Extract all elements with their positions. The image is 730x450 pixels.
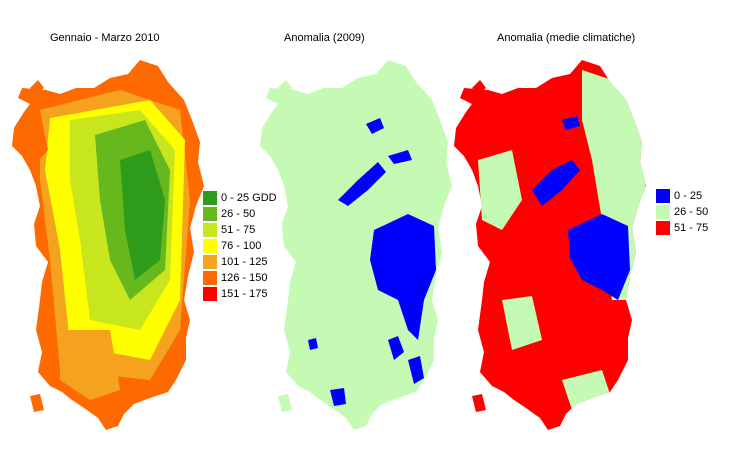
anomaly-blue-north [562,116,580,130]
legend-gdd-row-1: 26 - 50 [203,206,277,222]
small-island-nw-map3 [472,80,486,94]
anomaly-patch-w [308,338,318,350]
small-island-sw-map2 [278,394,292,412]
anomaly-patch-ne [388,150,412,164]
legend-gdd-row-3: 76 - 100 [203,238,277,254]
legend-gdd-row-2: 51 - 75 [203,222,277,238]
legend-anomaly-row-0: 0 - 25 [656,188,708,204]
anomaly-blue-central [568,214,630,300]
legend-swatch [203,223,217,237]
small-island-nw [30,80,44,94]
legend-swatch [203,287,217,301]
legend-anomaly-row-1: 26 - 50 [656,204,708,220]
legend-label: 0 - 25 [674,190,703,202]
legend-gdd: 0 - 25 GDD 26 - 50 51 - 75 76 - 100 101 … [203,190,277,302]
legend-swatch [203,255,217,269]
legend-label: 26 - 50 [674,206,709,218]
small-island-sw-map3 [472,394,486,412]
legend-swatch [656,189,670,203]
legend-swatch [203,239,217,253]
legend-swatch [203,271,217,285]
legend-gdd-row-4: 101 - 125 [203,254,277,270]
anomaly-patch-north [366,118,384,134]
gdd-south-area [60,330,120,400]
small-island-nw-map2 [278,80,292,94]
legend-swatch [203,207,217,221]
legend-label: 151 - 175 [221,288,268,300]
anomaly-green-east [582,70,646,300]
legend-gdd-row-0: 0 - 25 GDD [203,190,277,206]
legend-anomaly-row-2: 51 - 75 [656,220,708,236]
legend-label: 101 - 125 [221,256,268,268]
anomaly-green-sw [502,296,542,350]
legend-gdd-row-5: 126 - 150 [203,270,277,286]
map3-title: Anomalia (medie climatiche) [497,32,636,44]
legend-label: 51 - 75 [674,222,709,234]
anomaly-patch-se [408,356,424,384]
legend-label: 51 - 75 [221,224,256,236]
anomaly-green-west [478,150,522,230]
anomaly-patch-central [370,214,436,340]
legend-label: 26 - 50 [221,208,256,220]
legend-swatch [656,221,670,235]
legend-label: 0 - 25 GDD [221,192,277,204]
map2-title: Anomalia (2009) [284,32,365,44]
legend-swatch [656,205,670,219]
legend-anomaly: 0 - 25 26 - 50 51 - 75 [656,188,708,236]
legend-label: 76 - 100 [221,240,262,252]
gdd-band-0-25 [120,150,165,280]
anomaly-patch-ridge [338,162,386,206]
small-island-sw [30,394,44,412]
legend-swatch [203,191,217,205]
gdd-west-coast [12,110,48,170]
anomaly-blue-ridge [532,160,580,206]
map1-title: Gennaio - Marzo 2010 [50,32,160,44]
legend-label: 126 - 150 [221,272,268,284]
anomaly-patch-sw [330,388,346,406]
legend-gdd-row-6: 151 - 175 [203,286,277,302]
anomaly-patch-south [388,336,404,360]
